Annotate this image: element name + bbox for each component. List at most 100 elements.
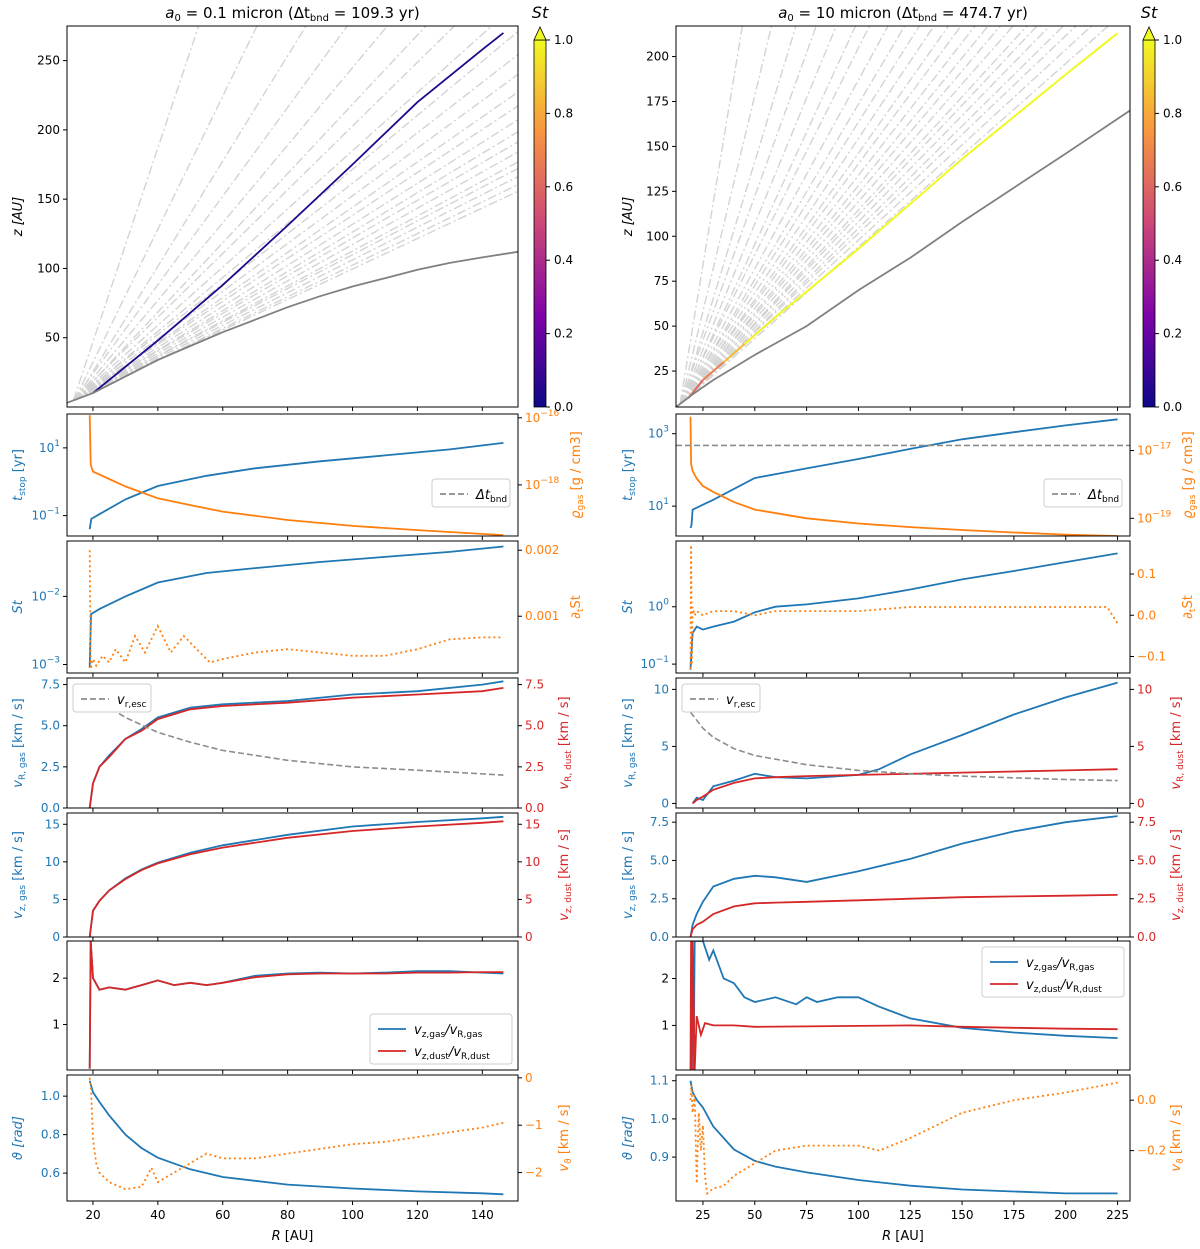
y2tick-label: −0.1 <box>1137 650 1166 664</box>
series-t-stop <box>88 442 504 530</box>
ylabel2-main: ∂ <box>1181 612 1196 619</box>
ytick-label: 1 <box>52 1018 60 1032</box>
ytick-label-base: 10 <box>648 600 663 614</box>
ylabel-unit: [yr] <box>621 449 636 476</box>
series-vz-gas <box>88 815 504 937</box>
streamline <box>680 26 950 404</box>
legend: Δtbnd <box>431 478 511 508</box>
ylabel2-main: v <box>557 782 572 790</box>
ylabel-main: t <box>11 495 26 501</box>
streamline <box>74 26 307 401</box>
ytick-label: 10−1 <box>640 655 669 671</box>
ytick-label-base: 10 <box>648 427 663 441</box>
ytick-label-base: 10 <box>648 499 663 513</box>
series-t-stop <box>689 418 1118 529</box>
streamline <box>679 26 1077 404</box>
y2tick-label: 0.0 <box>1137 930 1156 944</box>
xtick-label: 100 <box>341 1208 364 1222</box>
y2tick-label: 5 <box>525 892 533 906</box>
y2tick-label: 0.1 <box>1137 567 1156 581</box>
ylabel2-main: ∂ <box>569 612 584 619</box>
ylabel2-sub: R, dust <box>564 750 574 782</box>
legend-var: v <box>414 1023 422 1038</box>
ylabel: St <box>11 599 26 613</box>
xtick-label: 120 <box>406 1208 429 1222</box>
streamline <box>73 54 518 401</box>
series-vz-dust <box>689 894 1118 937</box>
plot-area <box>689 681 1118 805</box>
streamline <box>72 26 200 401</box>
ylabel-main: t <box>621 495 636 501</box>
ylabel2-unit: [km / s] <box>557 829 572 883</box>
axes-frame <box>675 413 1131 537</box>
xtick-label: 150 <box>951 1208 974 1222</box>
xtick-label: 125 <box>899 1208 922 1222</box>
series-particle-path <box>92 32 504 394</box>
ylabel: ϑ [rad] <box>11 1116 26 1160</box>
ylabel2-main: ϱ <box>1181 510 1196 519</box>
y2tick-label: 0 <box>525 930 533 944</box>
legend-label: vr,esc <box>726 693 755 710</box>
legend-sub: z,dust <box>1034 985 1062 995</box>
xtick-label: 200 <box>1054 1208 1077 1222</box>
ylabel2: ϱgas [g / cm3] <box>1181 431 1198 518</box>
legend-sub: R,dust <box>1073 985 1102 995</box>
ytick-label: 100 <box>37 261 60 275</box>
ytick-label: 200 <box>37 123 60 137</box>
panel-right: a0 = 10 micron (Δtbnd = 474.7 yr)2550751… <box>621 3 1198 1244</box>
legend: vr,esc <box>72 683 152 713</box>
y2tick-label-exp: −16 <box>540 409 559 419</box>
legend-sub: z,gas <box>422 1030 446 1040</box>
xtick-label: 80 <box>280 1208 295 1222</box>
y2tick-label-exp: −19 <box>1152 509 1171 519</box>
series-vz-dust-vR-dust <box>88 941 504 1069</box>
xlabel-var: R <box>272 1229 285 1244</box>
ytick-label: 0 <box>661 796 669 810</box>
colorbar-tick-label: 0.0 <box>554 400 573 414</box>
ytick-label-base: 10 <box>640 657 655 671</box>
ylabel2-unit: [km / s] <box>1169 696 1184 750</box>
ylabel2-sub: ϑ <box>1176 1158 1186 1164</box>
colorbar-body <box>533 39 547 408</box>
axes-frame <box>66 25 519 408</box>
xlabel-unit: [AU] <box>285 1229 314 1244</box>
ytick-label-base: 10 <box>31 509 46 523</box>
streamline <box>679 26 1002 404</box>
plot-area <box>88 415 504 536</box>
ylabel2-sub: gas <box>1188 494 1198 510</box>
ytick-label: 5 <box>52 892 60 906</box>
streamline <box>680 26 935 404</box>
ytick-label: 2 <box>661 972 669 986</box>
y2tick-label: 10−16 <box>525 409 560 425</box>
ytick-label: 10−3 <box>31 655 60 671</box>
streamline <box>73 26 493 401</box>
series-vR-dust <box>88 687 504 808</box>
ylabel2-unit: [km / s] <box>557 696 572 750</box>
legend-label: vz,dust/vR,dust <box>414 1045 490 1062</box>
colorbar-tick-label: 0.2 <box>1163 327 1182 341</box>
legend-box <box>431 478 511 508</box>
ylabel-unit: [km / s] <box>621 831 636 885</box>
series-v-r-esc <box>689 711 1118 782</box>
ylabel: St <box>621 599 636 613</box>
ylabel2: ∂tSt <box>1181 595 1198 619</box>
trajectory-segment <box>961 73 1067 160</box>
y2tick-label: −2 <box>525 1166 543 1180</box>
colorbar-tick-label: 0.4 <box>1163 253 1182 267</box>
legend-sub: bnd <box>1102 495 1119 505</box>
plot-area <box>88 815 504 937</box>
ylabel2-unit: St <box>569 595 584 608</box>
ytick-label: 175 <box>646 94 669 108</box>
legend-sub: z,gas <box>1034 963 1058 973</box>
title-rest: = 0.1 micron (Δt <box>181 4 310 22</box>
y2tick-label: 10−17 <box>1137 442 1171 458</box>
y2tick-label: 10−18 <box>525 476 560 492</box>
ylabel2-main: v <box>1169 913 1184 921</box>
series-v-theta <box>88 1077 504 1191</box>
ylabel2-unit: [km / s] <box>1169 1104 1184 1158</box>
